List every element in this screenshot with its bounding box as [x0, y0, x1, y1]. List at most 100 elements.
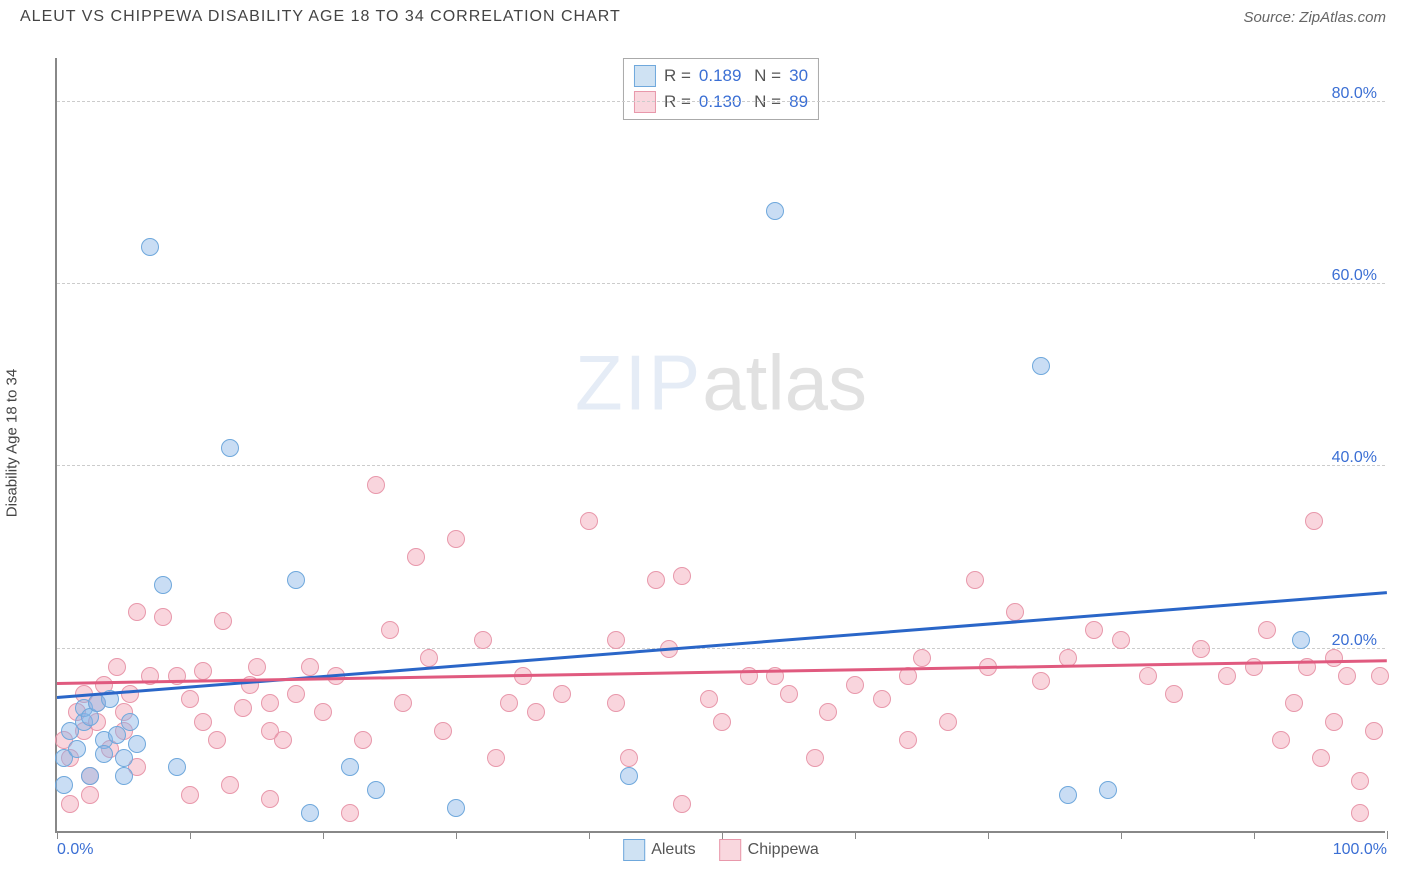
legend-item-aleuts: Aleuts — [623, 839, 695, 861]
data-point-chippewa — [1351, 772, 1369, 790]
x-tick — [190, 831, 191, 839]
data-point-chippewa — [248, 658, 266, 676]
data-point-aleuts — [168, 758, 186, 776]
data-point-chippewa — [966, 571, 984, 589]
data-point-chippewa — [1006, 603, 1024, 621]
x-tick — [323, 831, 324, 839]
swatch-chippewa-bottom — [720, 839, 742, 861]
data-point-chippewa — [873, 690, 891, 708]
data-point-chippewa — [713, 713, 731, 731]
watermark: ZIPatlas — [575, 337, 867, 428]
data-point-chippewa — [214, 612, 232, 630]
data-point-chippewa — [580, 512, 598, 530]
data-point-chippewa — [1305, 512, 1323, 530]
gridline — [57, 648, 1385, 649]
x-tick — [456, 831, 457, 839]
data-point-chippewa — [354, 731, 372, 749]
data-point-chippewa — [806, 749, 824, 767]
x-tick — [1387, 831, 1388, 839]
data-point-chippewa — [1272, 731, 1290, 749]
x-tick — [1121, 831, 1122, 839]
data-point-chippewa — [1112, 631, 1130, 649]
data-point-chippewa — [434, 722, 452, 740]
data-point-aleuts — [95, 745, 113, 763]
data-point-chippewa — [607, 694, 625, 712]
data-point-chippewa — [500, 694, 518, 712]
data-point-chippewa — [1165, 685, 1183, 703]
swatch-chippewa — [634, 91, 656, 113]
data-point-aleuts — [1099, 781, 1117, 799]
data-point-aleuts — [447, 799, 465, 817]
data-point-chippewa — [108, 658, 126, 676]
x-tick — [722, 831, 723, 839]
data-point-chippewa — [474, 631, 492, 649]
data-point-chippewa — [128, 603, 146, 621]
data-point-chippewa — [487, 749, 505, 767]
data-point-chippewa — [301, 658, 319, 676]
swatch-aleuts — [634, 65, 656, 87]
data-point-aleuts — [68, 740, 86, 758]
data-point-chippewa — [314, 703, 332, 721]
data-point-aleuts — [128, 735, 146, 753]
x-tick — [589, 831, 590, 839]
data-point-chippewa — [1285, 694, 1303, 712]
data-point-chippewa — [367, 476, 385, 494]
data-point-chippewa — [420, 649, 438, 667]
stats-row-aleuts: R =0.189 N =30 — [634, 63, 808, 89]
data-point-chippewa — [1218, 667, 1236, 685]
data-point-aleuts — [301, 804, 319, 822]
stats-row-chippewa: R =0.130 N =89 — [634, 89, 808, 115]
data-point-aleuts — [341, 758, 359, 776]
y-tick-label: 60.0% — [1332, 267, 1377, 285]
data-point-chippewa — [607, 631, 625, 649]
data-point-chippewa — [939, 713, 957, 731]
data-point-aleuts — [55, 776, 73, 794]
data-point-chippewa — [899, 731, 917, 749]
data-point-chippewa — [221, 776, 239, 794]
data-point-chippewa — [194, 713, 212, 731]
data-point-aleuts — [766, 202, 784, 220]
data-point-aleuts — [115, 767, 133, 785]
data-point-chippewa — [341, 804, 359, 822]
data-point-chippewa — [673, 567, 691, 585]
x-tick-label: 0.0% — [57, 841, 93, 859]
data-point-chippewa — [1338, 667, 1356, 685]
data-point-chippewa — [381, 621, 399, 639]
page-title: ALEUT VS CHIPPEWA DISABILITY AGE 18 TO 3… — [20, 8, 621, 26]
data-point-aleuts — [367, 781, 385, 799]
data-point-chippewa — [1139, 667, 1157, 685]
data-point-chippewa — [261, 694, 279, 712]
data-point-chippewa — [234, 699, 252, 717]
y-tick-label: 80.0% — [1332, 85, 1377, 103]
data-point-chippewa — [1032, 672, 1050, 690]
gridline — [57, 101, 1385, 102]
data-point-aleuts — [81, 767, 99, 785]
data-point-aleuts — [1292, 631, 1310, 649]
data-point-aleuts — [121, 713, 139, 731]
data-point-chippewa — [1085, 621, 1103, 639]
data-point-aleuts — [115, 749, 133, 767]
x-tick — [855, 831, 856, 839]
data-point-chippewa — [647, 571, 665, 589]
data-point-chippewa — [1312, 749, 1330, 767]
legend-item-chippewa: Chippewa — [720, 839, 819, 861]
data-point-chippewa — [700, 690, 718, 708]
data-point-aleuts — [221, 439, 239, 457]
data-point-chippewa — [673, 795, 691, 813]
data-point-aleuts — [154, 576, 172, 594]
data-point-chippewa — [181, 786, 199, 804]
trendline-aleuts — [57, 591, 1387, 699]
data-point-chippewa — [61, 795, 79, 813]
gridline — [57, 283, 1385, 284]
x-tick-label: 100.0% — [1333, 841, 1387, 859]
chart-container: Disability Age 18 to 34 ZIPatlas R =0.18… — [20, 48, 1390, 838]
data-point-chippewa — [181, 690, 199, 708]
swatch-aleuts-bottom — [623, 839, 645, 861]
bottom-legend: Aleuts Chippewa — [623, 839, 819, 861]
data-point-chippewa — [1192, 640, 1210, 658]
data-point-chippewa — [1325, 713, 1343, 731]
source-label: Source: ZipAtlas.com — [1243, 9, 1386, 26]
stats-legend: R =0.189 N =30 R =0.130 N =89 — [623, 58, 819, 120]
y-tick-label: 40.0% — [1332, 449, 1377, 467]
data-point-chippewa — [261, 790, 279, 808]
